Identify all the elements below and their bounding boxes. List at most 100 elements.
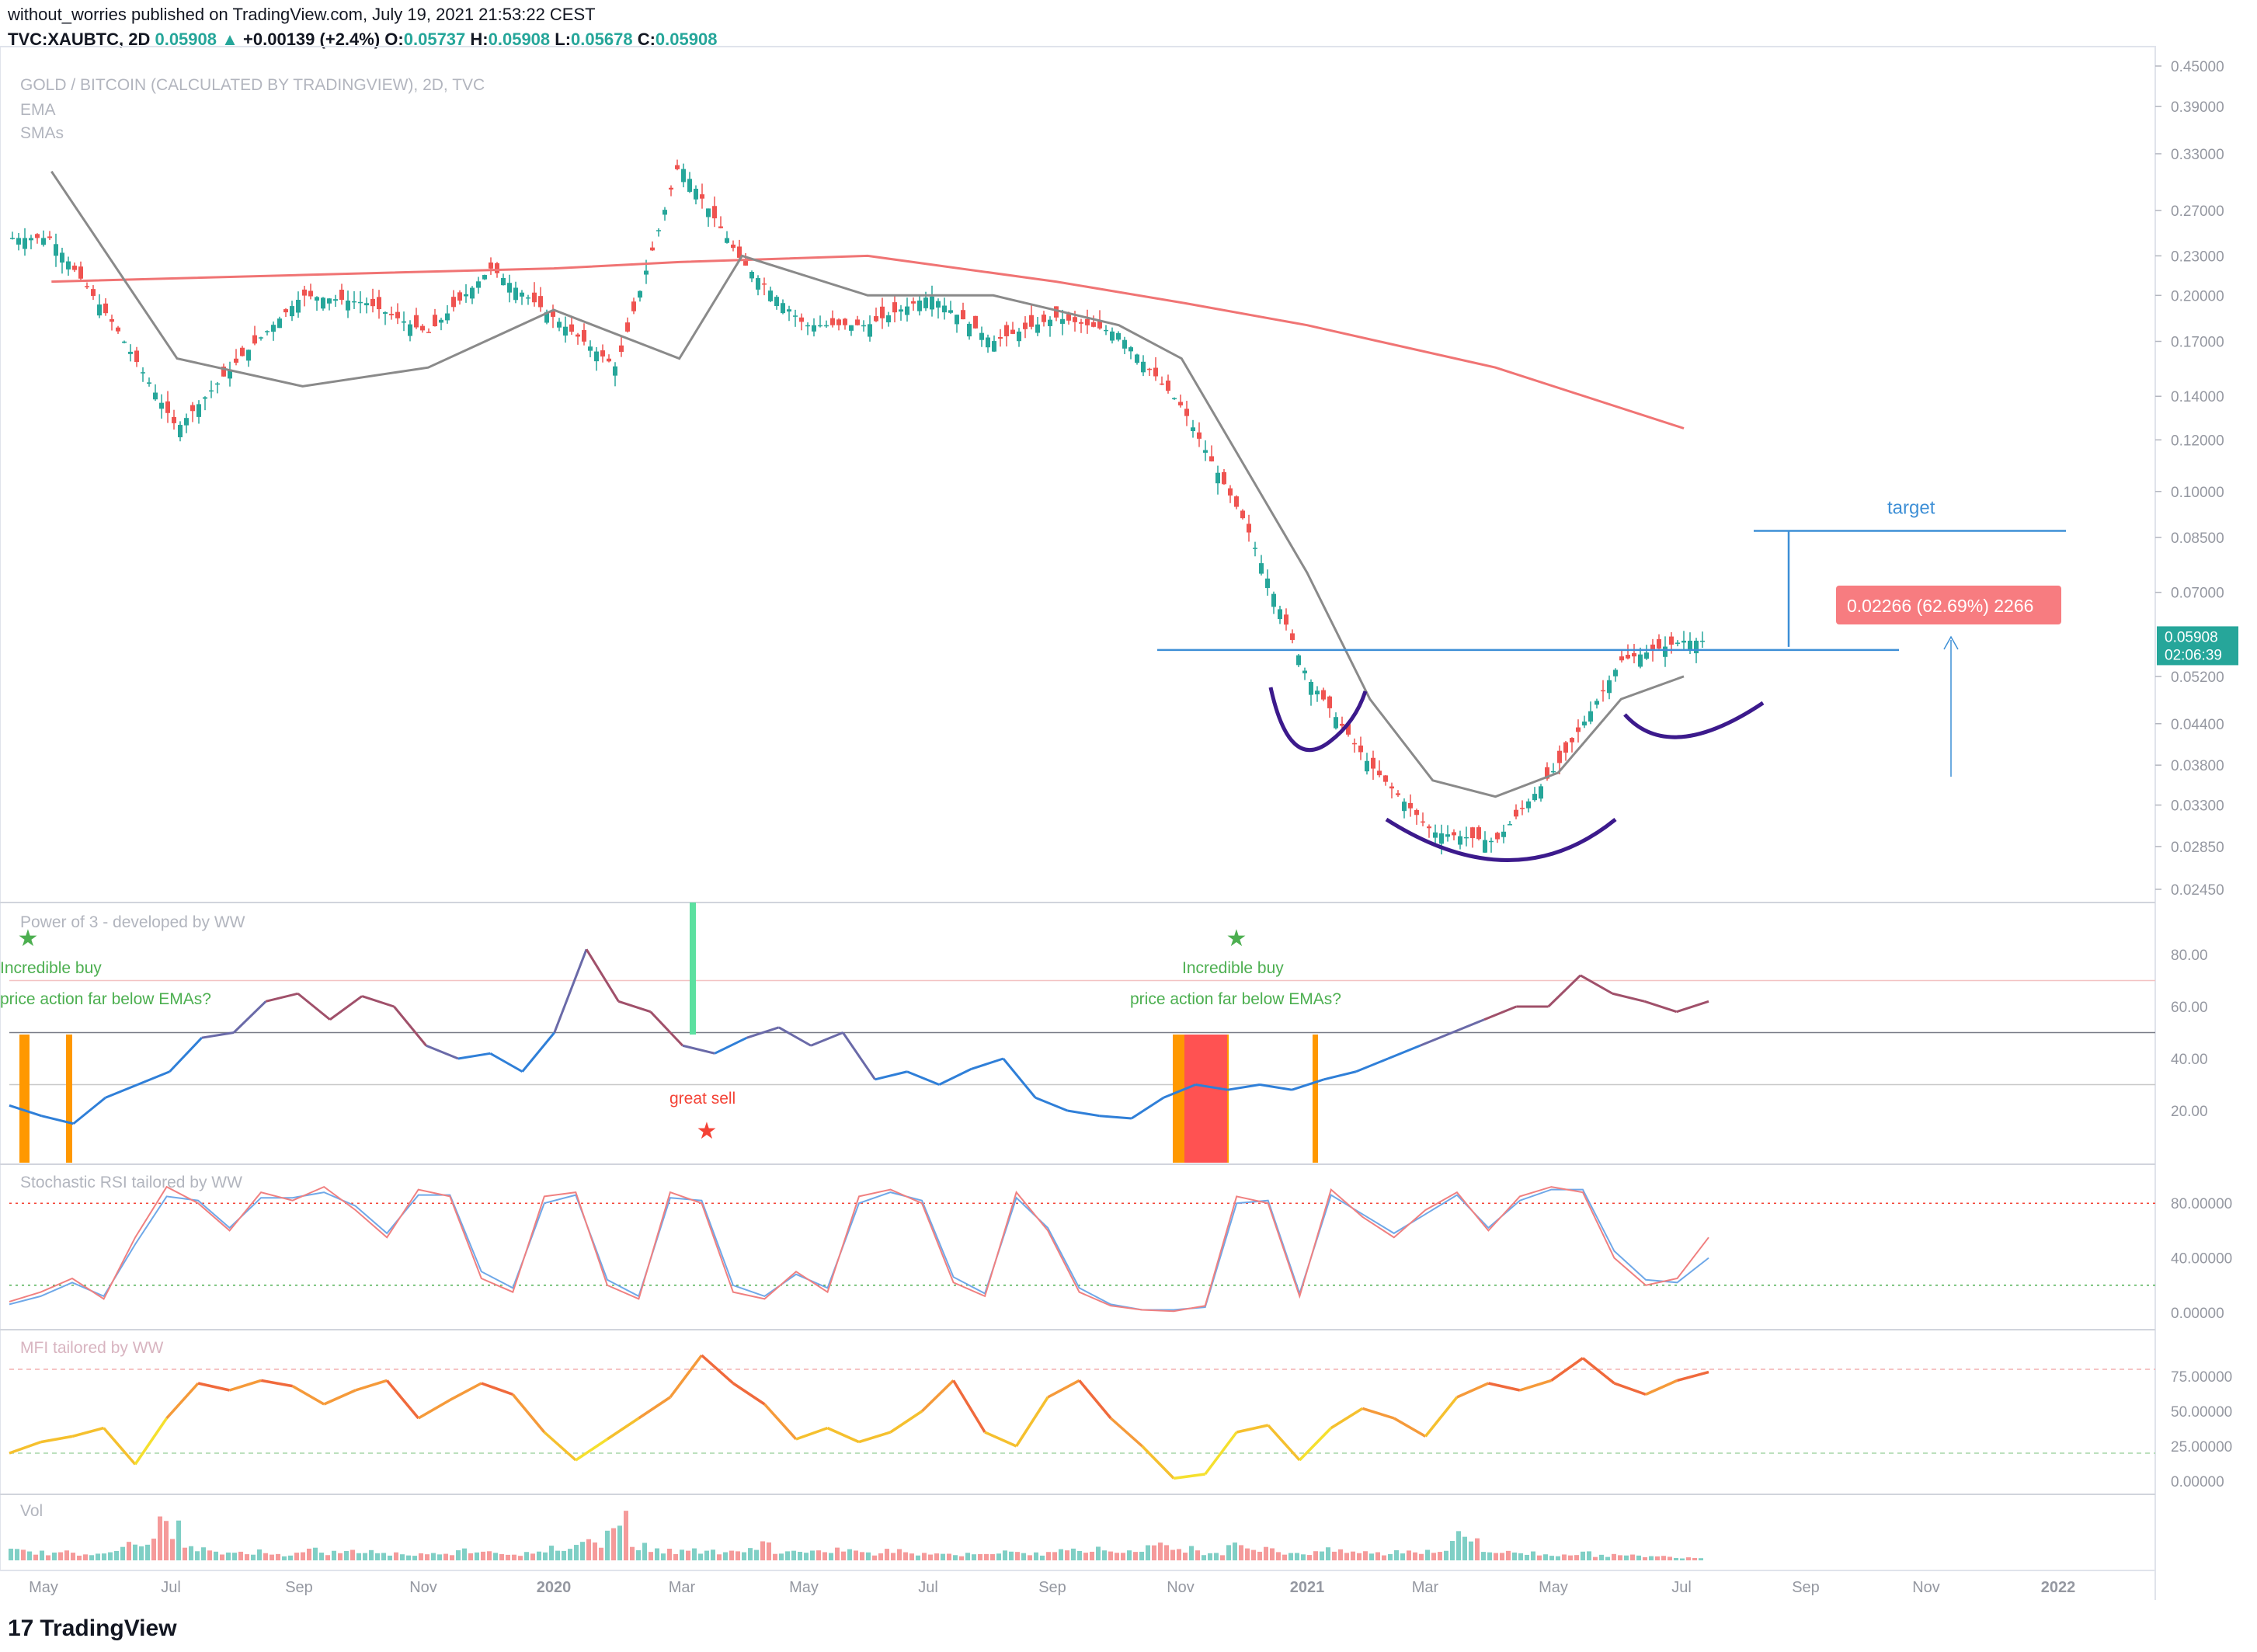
candle-body (1389, 786, 1394, 789)
candle-body (228, 369, 232, 379)
mfi-line (1677, 1370, 1709, 1382)
volume-bar (443, 1553, 448, 1560)
y-tick-label: 0.00000 (2171, 1474, 2224, 1490)
candle-body (849, 325, 854, 331)
volume-bar (89, 1555, 94, 1560)
power3-line (971, 1057, 1004, 1070)
signal-label: price action far below EMAs? (1130, 990, 1341, 1008)
signal-label: Incredible buy (0, 959, 102, 977)
high-label: H: (470, 30, 489, 49)
volume-bar (1388, 1553, 1393, 1560)
volume-bar (1052, 1552, 1057, 1560)
volume-bar (294, 1553, 299, 1560)
power3-line (875, 1070, 908, 1081)
candle-body (358, 301, 363, 304)
publisher-line: without_worries published on TradingView… (8, 5, 596, 24)
candle-body (1334, 717, 1338, 729)
volume-bar (1425, 1549, 1430, 1560)
volume-bar (599, 1547, 603, 1560)
y-tick-label: 0.33000 (2171, 147, 2224, 163)
volume-bar (1046, 1552, 1051, 1560)
power3-line (393, 1006, 427, 1047)
volume-bar (437, 1554, 442, 1560)
volume-bar (319, 1553, 324, 1560)
mfi-line (1299, 1427, 1333, 1462)
volume-bar (1208, 1553, 1212, 1560)
volume-bar (145, 1544, 150, 1560)
candle-body (451, 297, 456, 308)
volume-bar (1618, 1555, 1622, 1560)
candle-body (377, 297, 381, 310)
volume-bar (475, 1552, 479, 1560)
candle-body (1178, 402, 1183, 405)
volume-bar (369, 1549, 374, 1560)
x-tick-label: 2021 (1290, 1579, 1325, 1596)
candle-body (178, 425, 183, 437)
candle-body (836, 319, 841, 325)
tradingview-logo: 17 TradingView (8, 1615, 177, 1641)
volume-bar (1699, 1558, 1703, 1560)
candle-body (339, 290, 344, 301)
power3-line (169, 1037, 203, 1073)
candle-body (1110, 331, 1115, 341)
volume-bar (232, 1553, 237, 1560)
candle-body (1688, 640, 1692, 650)
mfi-line (701, 1354, 735, 1385)
power3-line (426, 1044, 459, 1060)
volume-bar (1270, 1548, 1275, 1560)
volume-bar (1525, 1554, 1529, 1560)
x-tick-label: Mar (669, 1579, 696, 1596)
y-tick-label: 0.03300 (2171, 798, 2224, 815)
power3-line (1676, 1000, 1709, 1014)
candle-body (656, 230, 661, 231)
volume-bar (580, 1542, 585, 1560)
volume-bar (245, 1554, 249, 1560)
power3-line (1163, 1083, 1197, 1099)
candle-body (749, 272, 754, 279)
mfi-line (1393, 1417, 1427, 1438)
volume-bar (1177, 1549, 1181, 1560)
mfi-line (889, 1410, 923, 1434)
alert-band (1313, 1035, 1318, 1163)
volume-bar (1636, 1555, 1641, 1560)
candle-body (1402, 802, 1407, 812)
volume-bar (1537, 1555, 1542, 1560)
volume-bar (1220, 1555, 1225, 1560)
candle-body (1278, 609, 1282, 620)
candle-body (1327, 696, 1332, 708)
candle-body (799, 317, 804, 322)
mfi-line (481, 1382, 513, 1396)
volume-bar (1121, 1553, 1125, 1560)
power3-line (9, 1104, 42, 1118)
volume-bar (1680, 1558, 1685, 1560)
candle-body (1358, 745, 1363, 753)
main-title: GOLD / BITCOIN (CALCULATED BY TRADINGVIE… (20, 76, 485, 94)
volume-bar (723, 1552, 728, 1560)
candle-body (1265, 578, 1270, 589)
right-shoulder-arc (1623, 701, 1765, 739)
volume-bar (1257, 1551, 1262, 1560)
volume-bar (201, 1547, 206, 1560)
candle-body (1116, 332, 1121, 340)
power3-line (521, 1031, 555, 1073)
alert-band (1173, 1035, 1184, 1163)
y-tick-label: 40.00 (2171, 1052, 2208, 1068)
volume-bar (1326, 1547, 1330, 1560)
volume-bar (425, 1554, 429, 1560)
volume-bar (133, 1544, 137, 1560)
power3-line (457, 1052, 491, 1060)
volume-bar (1158, 1542, 1163, 1560)
volume-bar (555, 1550, 560, 1560)
candle-body (389, 314, 394, 315)
volume-bar (170, 1539, 175, 1560)
mfi-line (606, 1417, 640, 1441)
candle-body (128, 351, 133, 354)
volume-bar (636, 1549, 641, 1560)
candle-body (153, 392, 158, 400)
volume-bar (574, 1545, 579, 1560)
price-change: +0.00139 (+2.4%) (243, 30, 381, 49)
volume-bar (40, 1550, 44, 1560)
candle-body (1700, 640, 1705, 642)
candle-body (1563, 742, 1568, 753)
